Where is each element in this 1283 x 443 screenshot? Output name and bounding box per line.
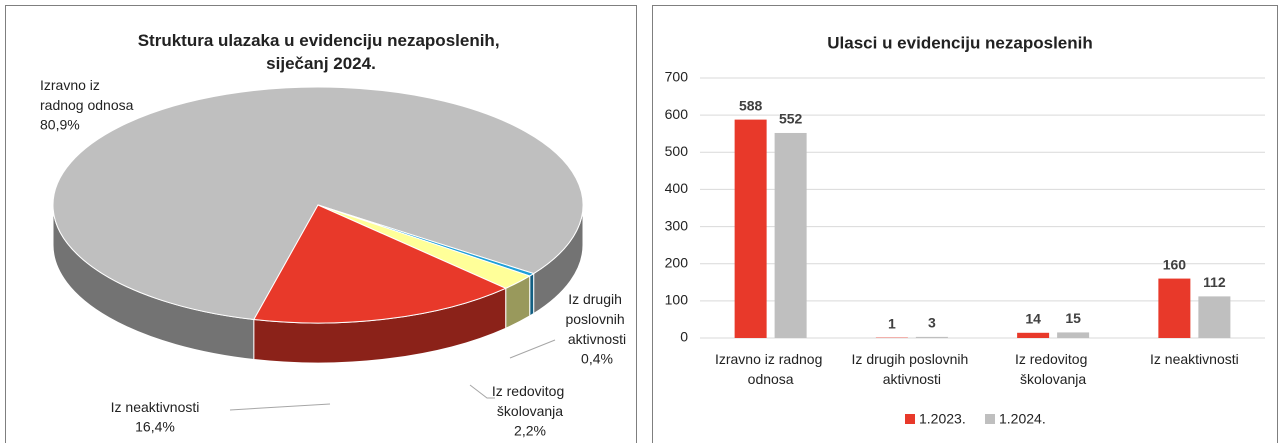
legend-label: 1.2023. xyxy=(919,411,966,427)
x-tick-label: Iz drugih poslovnih aktivnosti xyxy=(852,351,973,387)
legend-swatch xyxy=(905,414,915,424)
data-label: 15 xyxy=(1065,310,1081,326)
y-tick-label: 400 xyxy=(665,180,689,196)
bar xyxy=(915,336,948,338)
slice-value-label: 0,4% xyxy=(581,351,613,367)
slice-value-label: 2,2% xyxy=(514,423,546,439)
slice-label: Iz neaktivnosti xyxy=(111,399,200,415)
y-tick-label: 200 xyxy=(665,254,689,270)
y-tick-label: 100 xyxy=(665,292,689,308)
data-label: 3 xyxy=(928,315,936,331)
data-label: 160 xyxy=(1163,256,1187,272)
bar xyxy=(734,119,767,338)
y-tick-label: 500 xyxy=(665,143,689,159)
slice-side xyxy=(529,272,535,317)
y-tick-label: 0 xyxy=(680,329,688,345)
y-tick-label: 600 xyxy=(665,106,689,122)
leader-line xyxy=(509,339,556,359)
x-tick-label: Izravno iz radnog odnosa xyxy=(715,351,826,387)
y-tick-label: 300 xyxy=(665,217,689,233)
bar xyxy=(1057,332,1090,338)
legend-label: 1.2024. xyxy=(999,411,1046,427)
bar xyxy=(1017,332,1050,338)
leader-line xyxy=(469,384,495,399)
slice-label: Iz redovitog školovanja xyxy=(492,383,568,419)
data-label: 588 xyxy=(739,97,763,113)
slice-label: Izravno iz radnog odnosa xyxy=(40,77,134,113)
data-label: 112 xyxy=(1203,274,1226,290)
slice xyxy=(253,204,507,324)
y-tick-label: 700 xyxy=(665,69,689,85)
bar xyxy=(1198,296,1231,338)
chart-title: Ulasci u evidenciju nezaposlenih xyxy=(827,33,1092,52)
slice-value-label: 80,9% xyxy=(40,117,80,133)
data-label: 1 xyxy=(888,315,896,331)
slice-value-label: 16,4% xyxy=(135,419,175,435)
bar xyxy=(1158,278,1191,338)
slice xyxy=(52,86,584,321)
slice-label: Iz drugih poslovnih aktivnosti xyxy=(565,291,628,347)
chart-title: Struktura ulazaka u evidenciju nezaposle… xyxy=(138,31,505,73)
x-tick-label: Iz redovitog školovanja xyxy=(1015,351,1091,387)
data-label: 552 xyxy=(779,111,803,127)
bar xyxy=(774,132,807,338)
leader-line xyxy=(229,403,331,411)
legend-swatch xyxy=(985,414,995,424)
data-label: 14 xyxy=(1025,311,1041,327)
x-tick-label: Iz neaktivnosti xyxy=(1150,351,1239,367)
